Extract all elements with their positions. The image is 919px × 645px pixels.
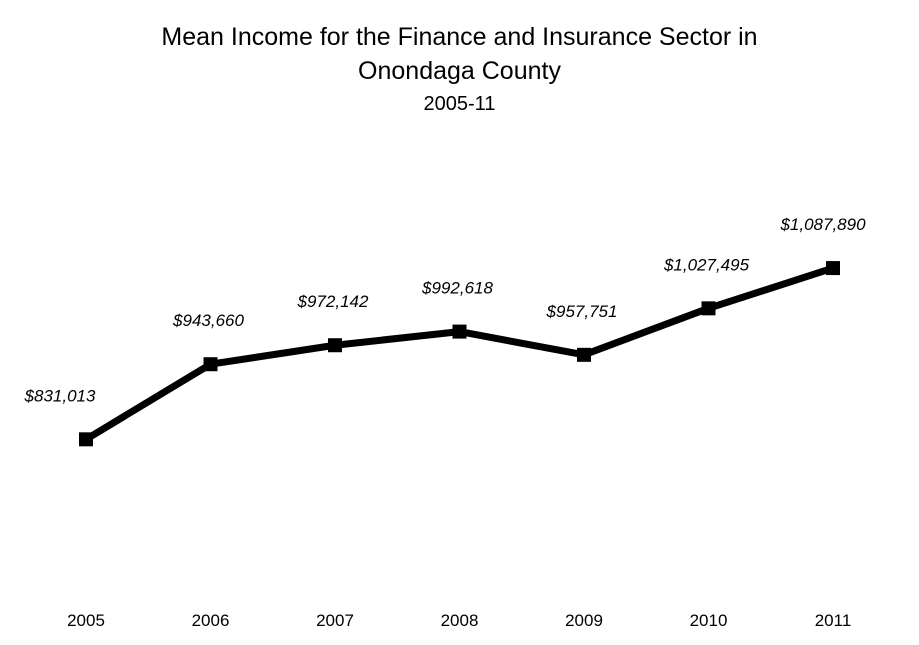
x-tick-label: 2007: [316, 611, 354, 630]
data-point-marker: [203, 357, 218, 372]
data-label: $957,751: [546, 302, 618, 321]
x-tick-label: 2008: [441, 611, 479, 630]
data-point-marker: [826, 261, 840, 276]
chart-title-line2: Onondaga County: [358, 57, 561, 85]
data-point-marker: [328, 338, 342, 353]
data-label: $992,618: [421, 279, 493, 298]
data-point-marker: [577, 347, 591, 362]
data-label: $972,142: [297, 292, 369, 311]
data-labels: $831,013 $943,660 $972,142 $992,618 $957,751…: [24, 215, 867, 405]
x-tick-label: 2010: [690, 611, 728, 630]
x-tick-label: 2011: [815, 611, 852, 630]
chart-subtitle: 2005-11: [423, 93, 496, 115]
data-point-marker: [701, 301, 716, 316]
x-tick-label: 2009: [565, 611, 603, 630]
x-tick-label: 2006: [192, 611, 230, 630]
series-layer: [79, 261, 840, 447]
x-axis: 2005 2006 2007 2008 2009 2010 2011: [67, 611, 851, 630]
data-point-marker: [79, 432, 93, 447]
x-tick-label: 2005: [67, 611, 105, 630]
data-point-marker: [452, 324, 467, 339]
chart-title: Mean Income for the Finance and Insuranc…: [161, 23, 758, 51]
data-label: $831,013: [24, 386, 96, 405]
data-label: $1,027,495: [663, 255, 750, 274]
data-label: $943,660: [172, 311, 244, 330]
data-label: $1,087,890: [779, 215, 866, 234]
